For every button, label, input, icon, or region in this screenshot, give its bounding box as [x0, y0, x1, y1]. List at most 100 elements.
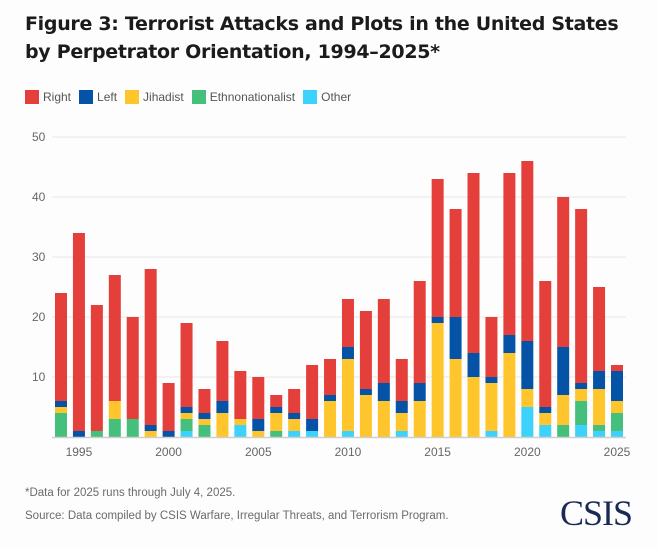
bar-segment-left-2005: [252, 419, 265, 431]
bar-segment-jihadist-2021: [539, 413, 552, 425]
bar-segment-left-2008: [306, 419, 319, 431]
x-tick-label: 2025: [604, 445, 631, 459]
legend-swatch: [125, 90, 140, 104]
bar-segment-jihadist-2003: [216, 413, 229, 437]
bar-segment-jihadist-2004: [234, 419, 247, 425]
bar-segment-jihadist-2011: [359, 395, 372, 437]
bar-segment-jihadist-2025: [611, 401, 623, 413]
bar-segment-ethnonationalist-1998: [126, 419, 139, 437]
bar-segment-jihadist-2020: [521, 389, 534, 407]
bar-segment-other-2013: [395, 431, 408, 437]
bar-segment-other-2001: [180, 431, 193, 437]
bar-segment-right-2024: [593, 287, 606, 371]
legend-label: Right: [43, 90, 72, 104]
legend-swatch: [25, 90, 39, 104]
bar-segment-ethnonationalist-2001: [180, 419, 193, 431]
bar-segment-right-2007: [288, 389, 301, 413]
bar-segment-left-2012: [377, 383, 390, 401]
bar-segment-right-2002: [198, 389, 211, 413]
bar-segment-left-2006: [270, 407, 283, 413]
bar-segment-left-2017: [467, 353, 480, 377]
bar-segment-right-1999: [144, 269, 157, 425]
bar-segment-right-2021: [539, 281, 552, 407]
bar-segment-right-2016: [449, 209, 462, 317]
bar-segment-right-2015: [431, 179, 444, 317]
bar-segment-ethnonationalist-2006: [270, 431, 283, 437]
bar-segment-right-2004: [234, 371, 247, 419]
bar-segment-left-2013: [395, 401, 408, 413]
source-note: Source: Data compiled by CSIS Warfare, I…: [25, 510, 449, 522]
bar-segment-ethnonationalist-2024: [593, 425, 606, 431]
bar-segment-left-2020: [521, 341, 534, 389]
bar-segment-jihadist-2010: [341, 359, 354, 431]
legend-item-jihadist: Jihadist: [125, 90, 184, 104]
bar-segment-jihadist-2023: [575, 389, 588, 401]
bar-segment-ethnonationalist-2002: [198, 425, 211, 437]
legend-label: Jihadist: [143, 90, 184, 104]
bar-segment-ethnonationalist-2023: [575, 401, 588, 425]
bar-segment-jihadist-2016: [449, 359, 462, 437]
bar-segment-right-1995: [72, 233, 85, 431]
bar-segment-right-2000: [162, 383, 175, 431]
bar-segment-left-2011: [359, 389, 372, 395]
bar-segment-left-1994: [55, 401, 67, 407]
bar-segment-other-2010: [341, 431, 354, 437]
legend: Right Left Jihadist Ethnonationalist Other: [25, 90, 359, 104]
bar-segment-jihadist-2009: [324, 401, 337, 437]
bar-segment-right-2020: [521, 161, 534, 341]
bar-segment-jihadist-2018: [485, 383, 498, 431]
legend-label: Other: [321, 90, 352, 104]
bar-segment-jihadist-2014: [413, 401, 426, 437]
y-tick-label: 40: [32, 190, 46, 204]
chart-title: Figure 3: Terrorist Attacks and Plots in…: [25, 13, 619, 63]
bar-segment-jihadist-1997: [108, 401, 121, 419]
y-tick-label: 10: [32, 370, 46, 384]
legend-swatch: [303, 90, 318, 104]
x-tick-label: 2020: [514, 445, 541, 459]
bar-segment-ethnonationalist-1994: [55, 413, 67, 437]
bar-segment-left-2010: [341, 347, 354, 359]
bar-segment-other-2021: [539, 425, 552, 437]
bar-segment-other-2008: [306, 431, 319, 437]
bar-segment-right-2006: [270, 395, 283, 407]
x-tick-label: 1995: [66, 445, 93, 459]
x-tick-label: 2005: [245, 445, 272, 459]
x-tick-label: 2015: [424, 445, 451, 459]
bar-segment-jihadist-1994: [55, 407, 67, 413]
bar-segment-right-1998: [126, 317, 139, 419]
bar-segment-jihadist-2017: [467, 377, 480, 437]
bar-segment-left-1999: [144, 425, 157, 431]
bar-segment-left-2015: [431, 317, 444, 323]
bar-segment-left-2024: [593, 371, 606, 389]
bar-segment-other-2024: [593, 431, 606, 437]
bar-segment-left-2016: [449, 317, 462, 359]
bar-segment-jihadist-2019: [503, 353, 516, 437]
bar-segment-right-2014: [413, 281, 426, 383]
bar-segment-right-2003: [216, 341, 229, 401]
bar-segment-right-1996: [90, 305, 103, 431]
bar-segment-right-2013: [395, 359, 408, 401]
bar-segment-jihadist-2005: [252, 431, 265, 437]
legend-swatch: [79, 90, 94, 104]
legend-item-ethnonationalist: Ethnonationalist: [191, 90, 295, 104]
bar-segment-right-1994: [55, 293, 67, 401]
footnote: *Data for 2025 runs through July 4, 2025…: [25, 487, 236, 499]
bar-segment-other-2007: [288, 431, 301, 437]
bar-segment-other-2020: [521, 407, 534, 437]
x-tick-label: 2010: [335, 445, 362, 459]
bar-segment-left-2002: [198, 413, 211, 419]
bar-segment-left-2023: [575, 383, 588, 389]
bar-segment-right-2023: [575, 209, 588, 383]
bar-segment-ethnonationalist-1997: [108, 419, 121, 437]
bar-segment-left-2021: [539, 407, 552, 413]
bar-segment-left-2025: [611, 371, 623, 401]
bar-segment-jihadist-1999: [144, 431, 157, 437]
bar-segment-other-2004: [234, 425, 247, 437]
y-tick-label: 50: [32, 130, 46, 144]
bar-segment-right-2010: [341, 299, 354, 347]
bar-segment-left-2000: [162, 431, 175, 437]
bar-segment-right-2018: [485, 317, 498, 377]
bar-segment-jihadist-2013: [395, 413, 408, 431]
bar-segment-right-2008: [306, 365, 319, 419]
bar-segment-left-2014: [413, 383, 426, 401]
